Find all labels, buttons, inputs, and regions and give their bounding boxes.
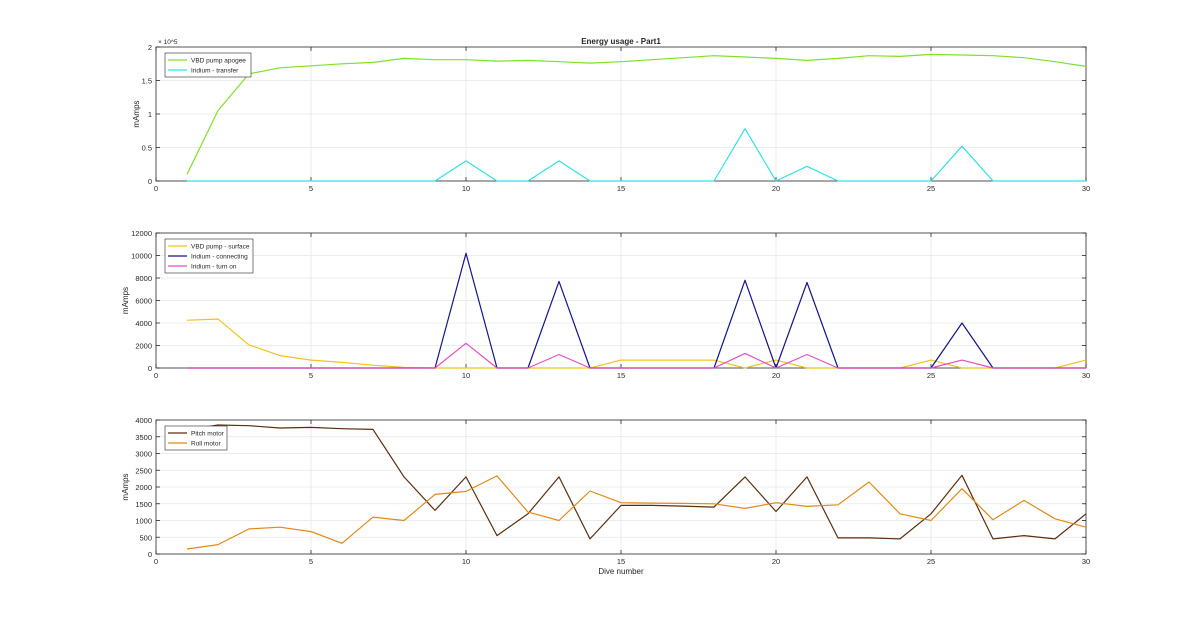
x-tick-label: 15 [617, 371, 625, 380]
x-tick-label: 0 [154, 557, 158, 566]
legend-entry: VBD pump apogee [191, 58, 246, 65]
series-line-vbd-pump-surface [186, 318, 1087, 369]
legend-entry: Iridium - transfer [191, 68, 239, 75]
x-tick-label: 5 [309, 184, 313, 193]
y-tick-label: 0 [148, 550, 152, 559]
legend-entry: Roll motor [191, 441, 221, 448]
y-axis-label: mAmps [121, 287, 130, 314]
legend: VBD pump apogee Iridium - transfer [164, 52, 252, 78]
y-tick-label: 0 [148, 177, 152, 186]
figure-title: Energy usage - Part1 [581, 37, 661, 46]
series-line-iridium-transfer [187, 128, 1086, 182]
subplot-vbd-apogee-iridium-transfer: 0 5 10 15 20 25 30 0 0.5 1 1.5 2 × 10^5 mAmps VBD pump… [132, 39, 1090, 193]
x-tick-label: 20 [772, 184, 780, 193]
series-line-vbd-pump-apogee [186, 53, 1087, 175]
x-tick-label: 10 [462, 371, 470, 380]
y-tick-label: 1500 [135, 500, 152, 509]
y-axis-label: mAmps [121, 473, 130, 500]
x-tick-label: 30 [1082, 557, 1090, 566]
y-tick-label: 1 [148, 110, 152, 119]
x-tick-label: 30 [1082, 184, 1090, 193]
y-tick-label: 2500 [135, 466, 152, 475]
x-tick-label: 30 [1082, 371, 1090, 380]
y-tick-label: 8000 [135, 274, 152, 283]
y-tick-label: 4000 [135, 416, 152, 425]
y-tick-label: 2000 [135, 483, 152, 492]
legend-entry: VBD pump - surface [191, 244, 250, 251]
subplot-pitch-roll-motor: 0 5 10 15 20 25 30 0 500 1000 1500 2000 2500 3000 3500… [121, 416, 1090, 566]
legend-box [164, 425, 228, 451]
y-exponent-label: × 10^5 [158, 39, 178, 46]
series-line-iridium-turn-on [187, 342, 1086, 369]
x-tick-label: 25 [927, 371, 935, 380]
x-tick-label: 0 [154, 184, 158, 193]
legend-entry: Iridium - turn on [191, 264, 237, 271]
x-axis-label: Dive number [598, 567, 644, 576]
legend: VBD pump - surface Iridium - connecting Ir… [164, 238, 254, 274]
y-tick-label: 0 [148, 364, 152, 373]
legend: Pitch motor Roll motor [164, 425, 228, 451]
x-tick-label: 5 [309, 557, 313, 566]
y-tick-label: 4000 [135, 319, 152, 328]
x-tick-label: 15 [617, 557, 625, 566]
y-tick-label: 2000 [135, 342, 152, 351]
series-line-iridium-connecting [187, 252, 1086, 369]
y-tick-label: 2 [148, 43, 152, 52]
x-tick-label: 10 [462, 184, 470, 193]
y-tick-label: 3500 [135, 433, 152, 442]
y-axis-label: mAmps [132, 100, 141, 127]
x-tick-label: 15 [617, 184, 625, 193]
x-tick-label: 20 [772, 557, 780, 566]
series-line-roll-motor [186, 475, 1087, 550]
y-tick-label: 500 [139, 533, 152, 542]
x-tick-label: 10 [462, 557, 470, 566]
x-tick-label: 20 [772, 371, 780, 380]
y-tick-label: 0.5 [142, 144, 152, 153]
legend-entry: Pitch motor [191, 431, 225, 438]
subplot-vbd-surface-iridium: 0 5 10 15 20 25 30 0 2000 4000 6000 8000 10000 12000 m… [121, 229, 1090, 380]
legend-box [164, 52, 252, 78]
y-tick-label: 6000 [135, 297, 152, 306]
y-tick-label: 10000 [131, 252, 152, 261]
x-tick-label: 25 [927, 184, 935, 193]
y-tick-label: 3000 [135, 450, 152, 459]
y-tick-label: 12000 [131, 229, 152, 238]
legend-entry: Iridium - connecting [191, 254, 248, 261]
y-tick-label: 1000 [135, 517, 152, 526]
x-tick-label: 0 [154, 371, 158, 380]
x-tick-label: 5 [309, 371, 313, 380]
y-tick-label: 1.5 [142, 77, 152, 86]
x-tick-label: 25 [927, 557, 935, 566]
series-line-pitch-motor [186, 424, 1087, 540]
